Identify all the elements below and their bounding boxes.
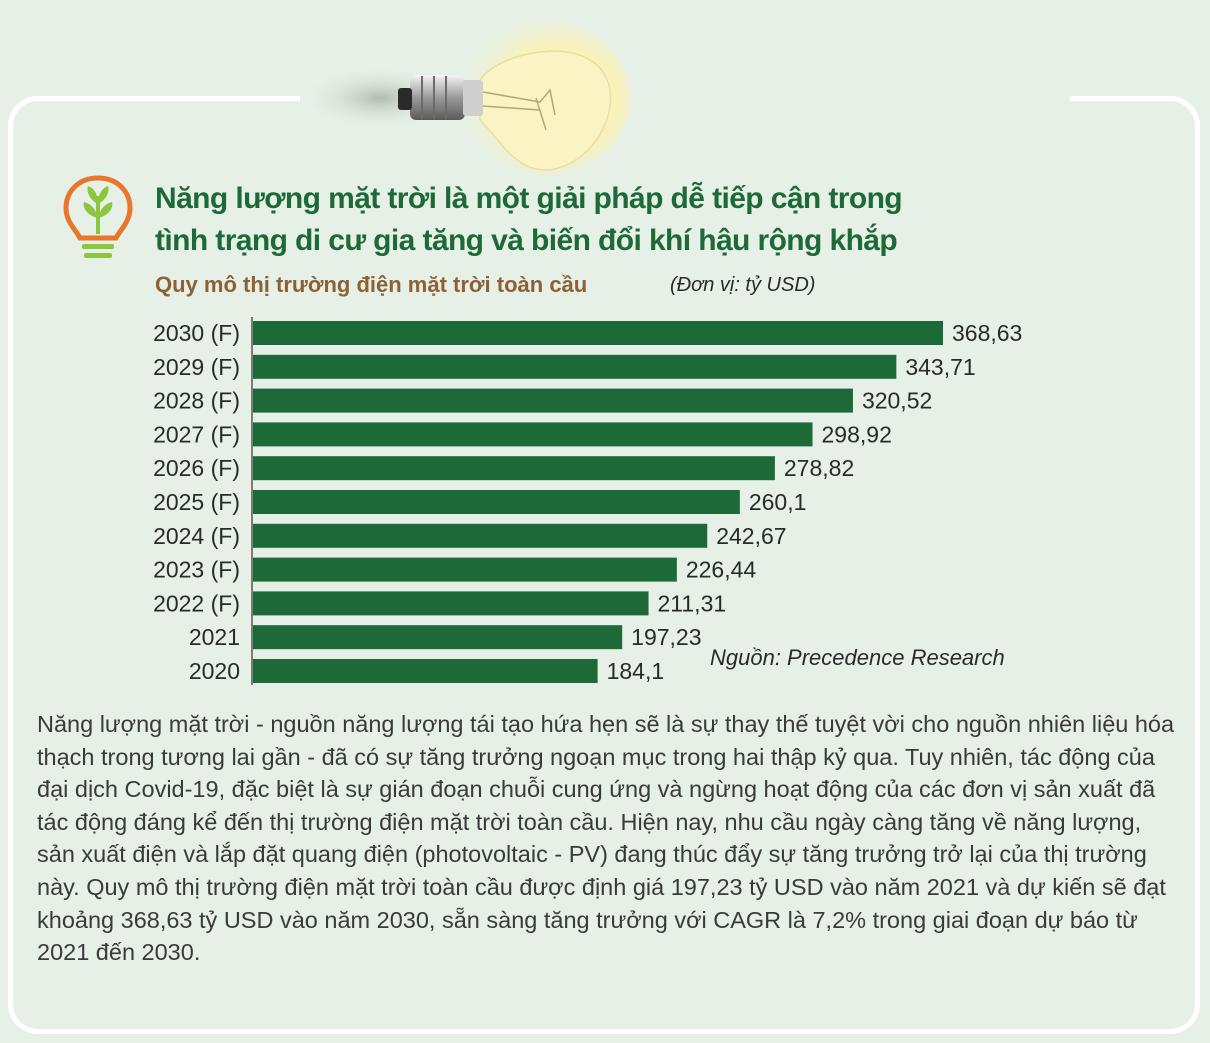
category-label: 2027 (F) — [153, 421, 240, 447]
value-label: 184,1 — [607, 658, 665, 684]
bar — [253, 388, 853, 413]
value-label: 197,23 — [631, 624, 701, 650]
category-label: 2022 (F) — [153, 590, 240, 616]
headline-line-1: Năng lượng mặt trời là một giải pháp dễ … — [155, 182, 903, 215]
value-label: 226,44 — [686, 557, 757, 583]
plant-bulb-logo-icon — [63, 175, 133, 258]
category-label: 2024 (F) — [153, 523, 240, 549]
headline: Năng lượng mặt trời là một giải pháp dễ … — [155, 178, 915, 262]
bar — [253, 456, 775, 481]
bar — [253, 659, 598, 683]
source-note: Nguồn: Precedence Research — [710, 645, 1005, 670]
value-label: 242,67 — [716, 523, 786, 549]
value-label: 260,1 — [749, 489, 807, 515]
category-label: 2029 (F) — [153, 354, 240, 380]
bar — [253, 490, 740, 514]
bar — [253, 557, 677, 582]
bar-chart: 2030 (F) 368,63 2029 (F) 343,71 2028 (F) 320,… — [153, 317, 1022, 685]
value-label: 368,63 — [952, 320, 1022, 346]
category-label: 2030 (F) — [153, 320, 240, 346]
light-bulb-icon — [300, 20, 630, 178]
category-label: 2021 — [189, 624, 240, 650]
value-label: 343,71 — [905, 354, 975, 380]
category-label: 2026 (F) — [153, 455, 240, 481]
category-label: 2023 (F) — [153, 557, 240, 583]
category-label: 2025 (F) — [153, 489, 240, 515]
bar — [253, 523, 708, 548]
bar — [253, 625, 623, 650]
value-label: 211,31 — [658, 590, 727, 616]
category-label: 2028 (F) — [153, 388, 240, 414]
value-label: 320,52 — [862, 388, 932, 414]
value-label: 278,82 — [784, 455, 854, 481]
bar — [253, 354, 897, 379]
unit-note: (Đơn vị: tỷ USD) — [670, 274, 816, 296]
bar — [253, 422, 813, 447]
value-label: 298,92 — [822, 421, 892, 447]
chart-title: Quy mô thị trường điện mặt trời toàn cầu — [155, 272, 588, 297]
headline-line-2: tình trạng di cư gia tăng và biến đổi kh… — [155, 224, 898, 257]
bar — [253, 321, 943, 345]
body-paragraph: Năng lượng mặt trời - nguồn năng lượng t… — [37, 711, 1175, 966]
category-label: 2020 — [189, 658, 240, 684]
bar — [253, 591, 649, 616]
